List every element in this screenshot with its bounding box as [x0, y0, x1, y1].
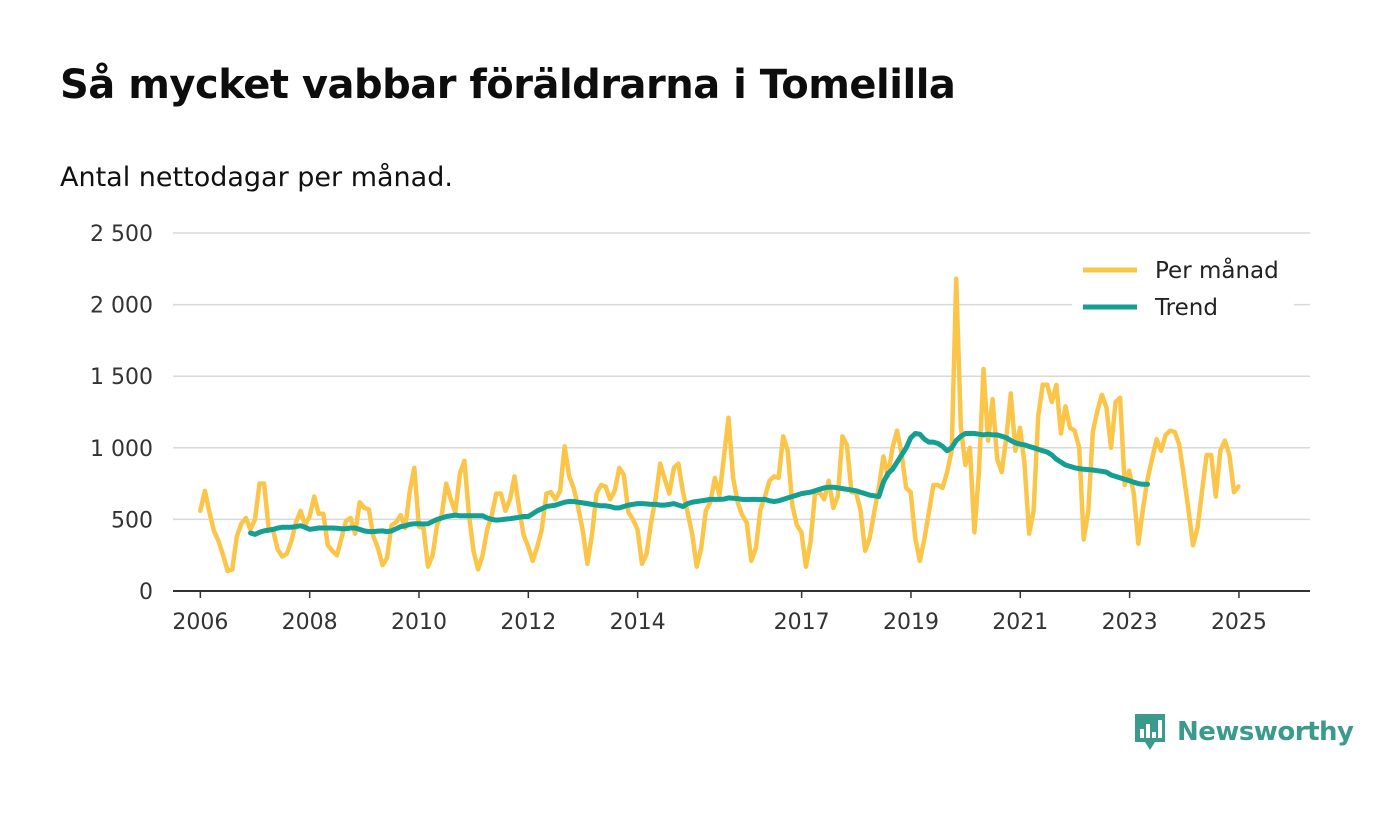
- bar-chart-logo-icon: [1135, 714, 1165, 750]
- chart-title: Så mycket vabbar föräldrarna i Tomelilla: [60, 62, 956, 108]
- x-tick-label: 2014: [610, 610, 666, 635]
- x-tick-label: 2012: [500, 610, 556, 635]
- y-tick-label: 1 000: [90, 437, 153, 462]
- x-tick-label: 2017: [774, 610, 830, 635]
- x-tick-label: 2021: [992, 610, 1048, 635]
- brand-logo: Newsworthy: [1133, 712, 1354, 752]
- x-tick-label: 2019: [883, 610, 939, 635]
- y-tick-label: 0: [139, 580, 153, 605]
- x-tick-label: 2023: [1102, 610, 1158, 635]
- x-tick-label: 2008: [282, 610, 338, 635]
- y-tick-label: 500: [111, 508, 153, 533]
- per-month-line: [198, 276, 1241, 574]
- legend-background: [1072, 250, 1294, 330]
- y-tick-label: 1 500: [90, 365, 153, 390]
- x-tick-label: 2006: [172, 610, 228, 635]
- brand-name: Newsworthy: [1177, 717, 1354, 747]
- x-tick-label: 2025: [1211, 610, 1267, 635]
- x-tick-label: 2010: [391, 610, 447, 635]
- trend-line: [248, 431, 1150, 537]
- y-tick-label: 2 000: [90, 294, 153, 319]
- chart-subtitle: Antal nettodagar per månad.: [60, 162, 453, 193]
- legend-label: Trend: [1154, 295, 1218, 321]
- y-tick-label: 2 500: [90, 222, 153, 247]
- legend-label: Per månad: [1155, 256, 1279, 284]
